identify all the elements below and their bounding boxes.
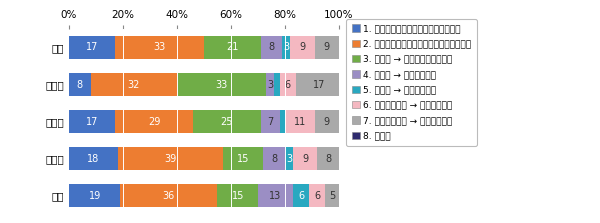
Text: 13: 13 — [269, 191, 281, 200]
Bar — [258, 184, 293, 207]
Bar — [69, 110, 115, 133]
Text: 17: 17 — [313, 80, 325, 89]
Text: 5: 5 — [329, 191, 335, 200]
Text: 8: 8 — [271, 154, 277, 163]
Text: 3: 3 — [283, 43, 289, 52]
Text: 29: 29 — [148, 117, 160, 126]
Bar — [118, 147, 223, 170]
Bar — [325, 184, 339, 207]
Text: 33: 33 — [215, 80, 227, 89]
Text: 17: 17 — [86, 43, 98, 52]
Bar — [280, 110, 285, 133]
Bar — [193, 110, 260, 133]
Bar — [314, 110, 339, 133]
Text: 21: 21 — [226, 43, 239, 52]
Text: 32: 32 — [128, 80, 140, 89]
Text: 15: 15 — [232, 191, 244, 200]
Bar — [274, 73, 280, 96]
Bar — [293, 184, 309, 207]
Text: 7: 7 — [267, 117, 273, 126]
Text: 9: 9 — [299, 43, 305, 52]
Text: 9: 9 — [324, 117, 330, 126]
Bar — [310, 184, 325, 207]
Text: 8: 8 — [325, 154, 331, 163]
Bar — [293, 147, 317, 170]
Bar — [266, 73, 274, 96]
Bar — [223, 147, 263, 170]
Bar — [260, 110, 280, 133]
Bar — [69, 184, 120, 207]
Bar — [282, 36, 290, 59]
Text: 3: 3 — [267, 80, 273, 89]
Text: 17: 17 — [86, 117, 98, 126]
Text: 15: 15 — [237, 154, 250, 163]
Text: 9: 9 — [302, 154, 308, 163]
Bar — [91, 73, 177, 96]
Text: 8: 8 — [268, 43, 275, 52]
Bar — [290, 36, 314, 59]
Text: 6: 6 — [284, 80, 291, 89]
Bar — [120, 184, 217, 207]
Bar — [263, 147, 285, 170]
Text: 36: 36 — [163, 191, 175, 200]
Bar — [217, 184, 258, 207]
Legend: 1. 初中期一発剤単用（田植同時処理）, 2. 初中期一発剤単用（田植同時処理以外）, 3. 初期剤 → 初中期一発剤の体系, 4. 初期剤 → 中期剤の体系,: 1. 初中期一発剤単用（田植同時処理）, 2. 初中期一発剤単用（田植同時処理以… — [346, 19, 477, 146]
Text: 3: 3 — [286, 154, 292, 163]
Text: 8: 8 — [77, 80, 83, 89]
Text: 39: 39 — [164, 154, 176, 163]
Bar — [69, 147, 118, 170]
Text: 11: 11 — [294, 117, 306, 126]
Bar — [115, 110, 193, 133]
Bar — [204, 36, 260, 59]
Text: 33: 33 — [154, 43, 166, 52]
Text: 18: 18 — [87, 154, 100, 163]
Bar — [317, 147, 339, 170]
Bar — [69, 36, 115, 59]
Bar — [69, 73, 91, 96]
Text: 6: 6 — [298, 191, 304, 200]
Bar — [285, 110, 314, 133]
Bar — [177, 73, 266, 96]
Text: 9: 9 — [324, 43, 330, 52]
Text: 19: 19 — [89, 191, 101, 200]
Text: 6: 6 — [314, 191, 320, 200]
Bar — [314, 36, 339, 59]
Bar — [115, 36, 204, 59]
Text: 25: 25 — [221, 117, 233, 126]
Bar — [296, 73, 341, 96]
Bar — [280, 73, 296, 96]
Bar — [260, 36, 282, 59]
Bar — [285, 147, 293, 170]
